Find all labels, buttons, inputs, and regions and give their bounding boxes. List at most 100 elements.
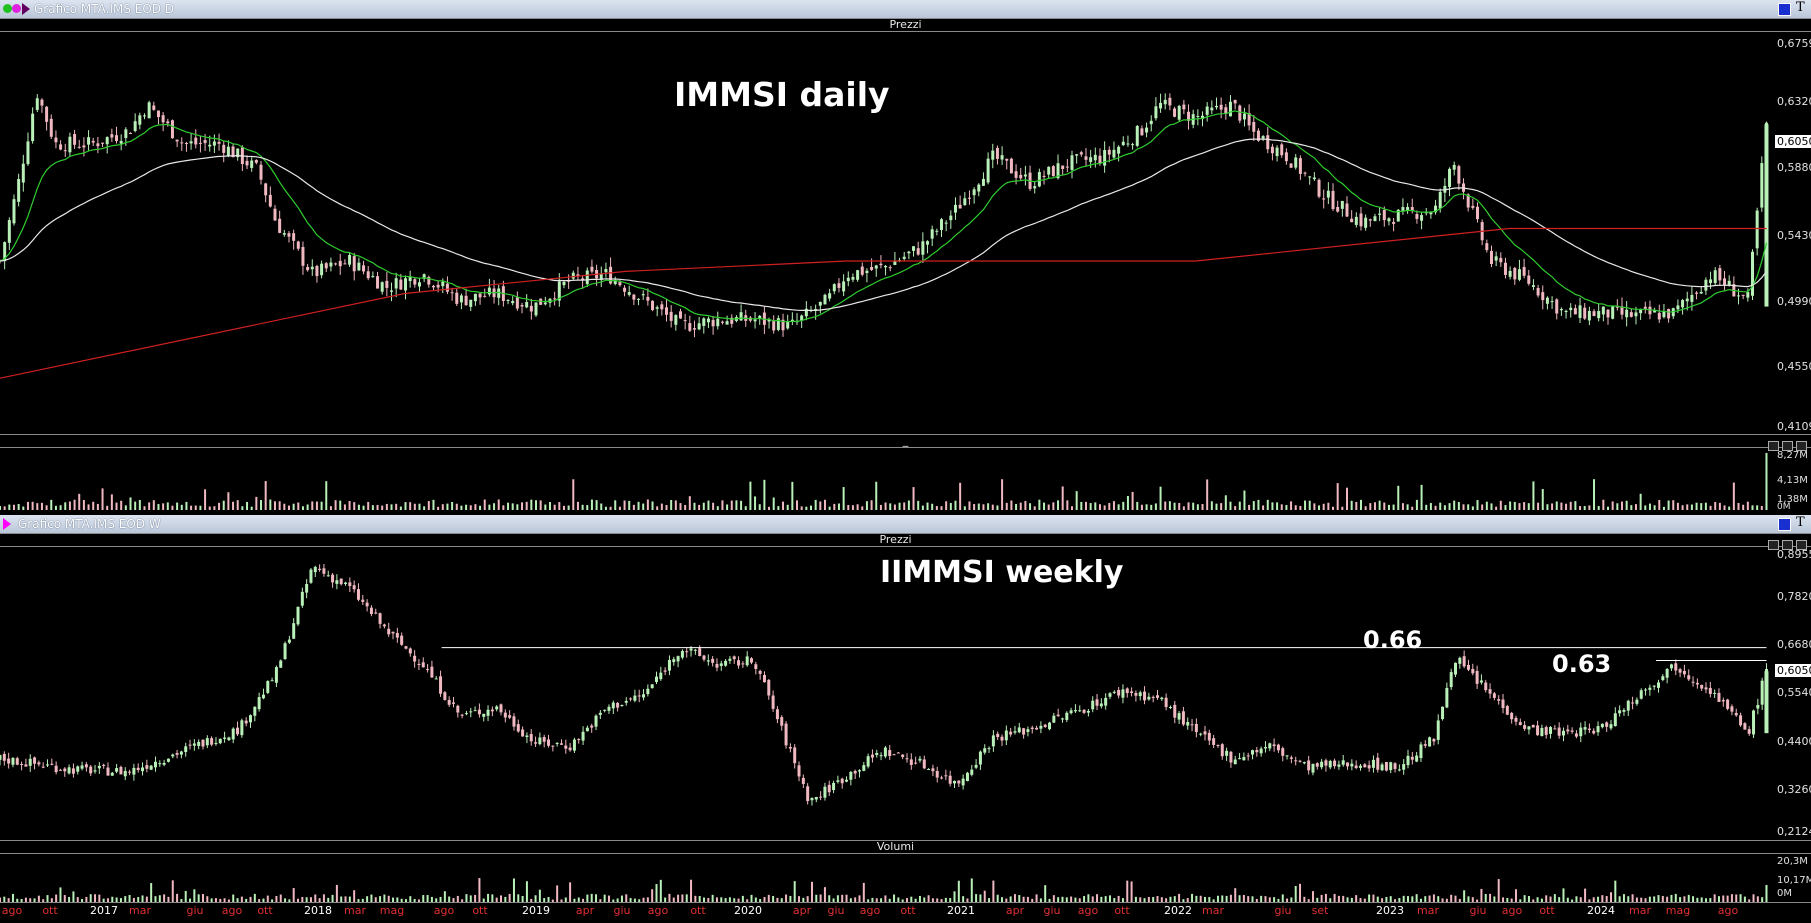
volume-bar	[642, 897, 645, 902]
volume-bar	[40, 502, 43, 510]
window-control-icon[interactable]	[1778, 3, 1791, 16]
volume-bar	[1121, 898, 1124, 902]
volume-bar	[927, 895, 930, 902]
candle-body	[1401, 207, 1405, 212]
candle-body	[1755, 210, 1759, 249]
candle-body	[534, 742, 538, 744]
candle-body	[50, 763, 54, 765]
volume-bar	[1565, 503, 1568, 510]
daily-price-chart[interactable]	[0, 32, 1811, 432]
maximize-icon[interactable]	[1782, 540, 1793, 550]
candle-body	[273, 208, 277, 221]
volume-bar	[694, 895, 697, 902]
volume-bar	[564, 897, 567, 902]
play-arrow-icon	[3, 518, 11, 530]
volume-bar	[871, 897, 874, 902]
candle-body	[1618, 710, 1622, 714]
candle-body	[1415, 214, 1419, 219]
maximize-icon[interactable]	[1782, 441, 1793, 451]
candle-body	[1741, 294, 1745, 296]
volume-bar	[232, 501, 235, 510]
close-icon[interactable]	[1796, 540, 1807, 550]
volume-bar	[1164, 501, 1167, 510]
candle-body	[953, 204, 957, 213]
volume-bar	[456, 895, 459, 902]
volume-bar	[249, 896, 252, 902]
daily-window-titlebar[interactable]: Grafico MTA.IMS EOD D T	[0, 0, 1811, 19]
volume-bar	[1196, 504, 1199, 510]
volume-bar	[495, 897, 498, 902]
volume-bar	[1639, 493, 1642, 510]
volume-bar	[556, 885, 559, 902]
candle-body	[1117, 146, 1121, 154]
volume-bar	[823, 499, 826, 510]
candle-body	[1578, 305, 1582, 318]
candle-body	[1065, 712, 1069, 720]
weekly-window-titlebar[interactable]: Grafico MTA.IMS EOD W T	[0, 515, 1811, 534]
candle-body	[264, 183, 268, 196]
candle-body	[259, 164, 263, 180]
volume-bar	[435, 898, 438, 902]
candle-body	[564, 745, 568, 749]
minimize-icon[interactable]	[1768, 540, 1779, 550]
volume-bar	[688, 496, 691, 510]
candle-body	[1419, 744, 1423, 759]
daily-volume-chart[interactable]	[0, 448, 1811, 510]
candle-body	[1579, 727, 1583, 737]
window-t-glyph[interactable]: T	[1796, 515, 1805, 530]
candle-body	[175, 139, 179, 142]
volume-bar	[1560, 502, 1563, 510]
volume-bar	[586, 894, 589, 902]
candle-body	[464, 713, 468, 715]
weekly-price-chart[interactable]	[0, 547, 1811, 839]
volume-bar	[1378, 500, 1381, 510]
volume-bar	[780, 898, 783, 902]
candle-body	[1154, 106, 1158, 119]
candle-body	[391, 631, 395, 634]
candle-body	[322, 568, 326, 574]
weekly-volume-chart[interactable]	[0, 854, 1811, 902]
candle-body	[972, 189, 976, 196]
candle-body	[244, 720, 248, 724]
volume-bar	[1458, 898, 1461, 902]
candle-body	[1117, 689, 1121, 696]
candle-body	[136, 767, 140, 771]
x-tick-label: 2018	[304, 904, 332, 917]
candle-body	[683, 320, 687, 322]
candle-body	[1382, 209, 1386, 221]
candle-body	[1163, 99, 1167, 105]
candle-body	[378, 613, 382, 624]
candle-body	[11, 757, 15, 765]
volume-bar	[12, 504, 15, 510]
candle-body	[1406, 207, 1410, 211]
volume-bar	[305, 897, 308, 902]
candle-body	[1219, 104, 1223, 110]
volume-bar	[1411, 896, 1414, 902]
candle-body	[1130, 691, 1134, 693]
volume-bar	[936, 898, 939, 902]
window-control-icon[interactable]	[1778, 518, 1791, 531]
volume-bar	[357, 899, 360, 902]
volume-bar	[279, 894, 282, 902]
close-icon[interactable]	[1796, 441, 1807, 451]
candle-body	[96, 143, 100, 147]
volume-bar	[1644, 898, 1647, 902]
candle-body	[1695, 292, 1699, 294]
volume-bar	[1411, 506, 1414, 510]
candle-body	[637, 298, 641, 300]
minimize-icon[interactable]	[1768, 441, 1779, 451]
candle-body	[404, 646, 408, 649]
candle-body	[324, 263, 328, 269]
candle-body	[1605, 722, 1609, 727]
candle-body	[283, 643, 287, 659]
candle-body	[1505, 706, 1509, 715]
candle-body	[1513, 268, 1517, 280]
candle-body	[1048, 722, 1052, 730]
x-tick-label: 2021	[947, 904, 975, 917]
window-t-glyph[interactable]: T	[1796, 0, 1805, 15]
candle-body	[482, 713, 486, 717]
candle-body	[1557, 727, 1561, 736]
candle-body	[790, 319, 794, 322]
candle-body	[1652, 685, 1656, 687]
